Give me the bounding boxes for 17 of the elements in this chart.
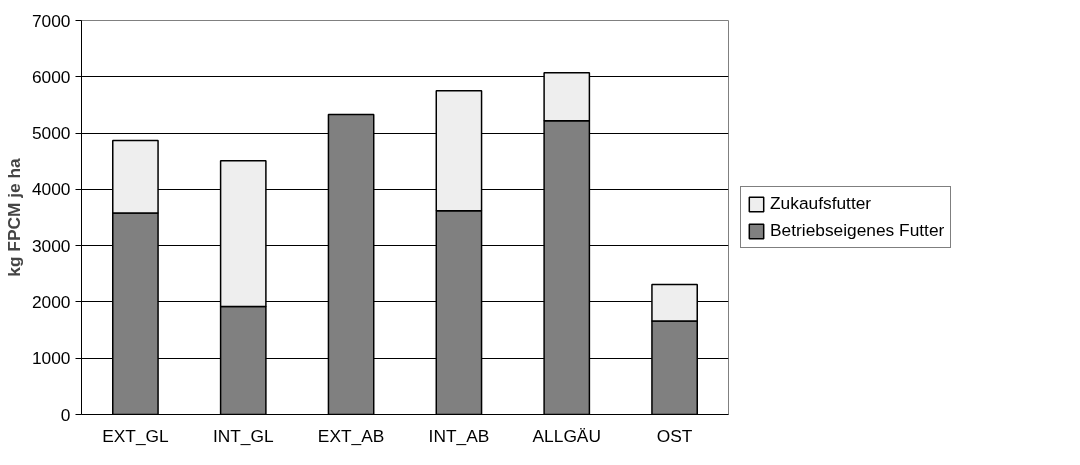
y-axis-title: kg FPCM je ha — [3, 157, 24, 277]
x-tick-label: OST — [656, 425, 693, 446]
y-tick-label: 2000 — [31, 291, 71, 312]
y-tick-label: 4000 — [31, 179, 71, 200]
x-tick-label: EXT_AB — [317, 425, 385, 446]
legend-label: Betriebseigenes Futter — [770, 220, 945, 241]
y-tick-label: 1000 — [31, 348, 71, 369]
y-tick-label: 7000 — [31, 10, 71, 31]
y-tick-label: 6000 — [31, 66, 71, 87]
y-tick-label: 0 — [60, 404, 71, 425]
x-tick-label: ALLGÄU — [532, 425, 601, 446]
y-tick-label: 3000 — [31, 235, 71, 256]
x-tick-label: INT_GL — [212, 425, 274, 446]
legend-label: Zukaufsfutter — [770, 193, 872, 214]
y-tick-label: 5000 — [31, 123, 71, 144]
x-tick-label: INT_AB — [428, 425, 490, 446]
x-tick-label: EXT_GL — [102, 425, 170, 446]
